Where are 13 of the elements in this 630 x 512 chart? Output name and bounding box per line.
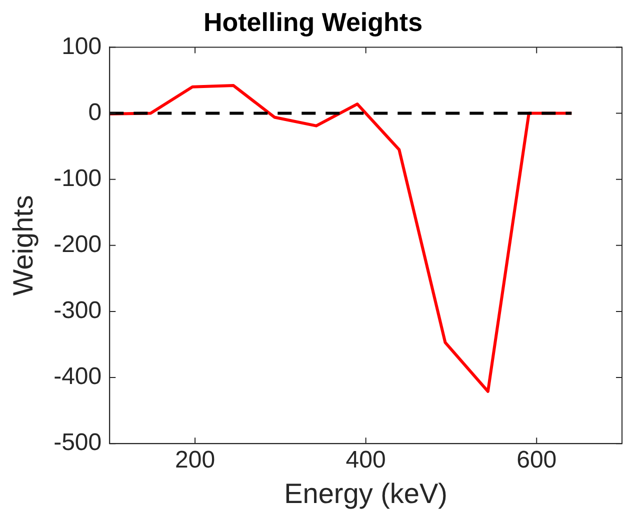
x-axis-title: Energy (keV) (284, 478, 448, 509)
y-tick-label: -300 (54, 297, 102, 324)
y-tick-label: 0 (88, 98, 102, 126)
x-tick-label: 600 (516, 446, 557, 474)
x-tick-label: 200 (175, 446, 216, 474)
y-tick-label: 100 (62, 32, 102, 60)
x-tick-label: 400 (346, 446, 386, 474)
chart-title: Hotelling Weights (203, 6, 423, 37)
y-tick-label: -200 (54, 231, 102, 258)
y-axis-title: Weights (8, 195, 39, 296)
y-tick-label: -100 (54, 164, 102, 192)
y-tick-label: -500 (54, 429, 102, 456)
y-tick-label: -400 (54, 363, 102, 390)
